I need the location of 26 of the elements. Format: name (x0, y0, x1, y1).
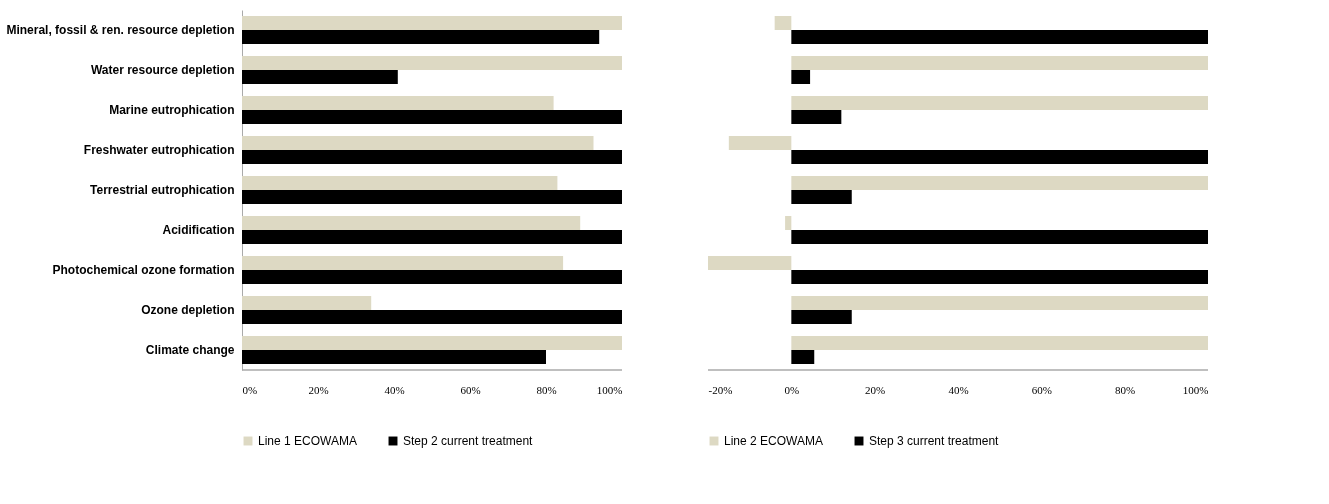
x-tick-label: 40% (948, 383, 969, 396)
x-tick-label: 0% (784, 383, 800, 396)
y-tick-label: Ozone depletion (141, 303, 235, 317)
x-tick-label: 40% (384, 383, 405, 396)
x-tick-label: 80% (536, 383, 557, 396)
x-tick-label: 60% (1031, 383, 1052, 396)
y-tick-label: Climate change (145, 343, 235, 357)
x-tick-label: 0% (242, 383, 258, 396)
x-tick-label: 20% (308, 383, 329, 396)
y-tick-label: Photochemical ozone formation (52, 263, 235, 277)
legend-label: Line 1 ECOWAMA (258, 434, 357, 448)
x-tick-label: 100% (596, 383, 623, 396)
y-tick-label: Marine eutrophication (109, 103, 235, 117)
y-tick-label: Terrestrial eutrophication (90, 183, 235, 197)
y-tick-label: Freshwater eutrophication (83, 143, 235, 157)
x-tick-label: 80% (1115, 383, 1136, 396)
legend-label: Step 3 current treatment (869, 434, 1000, 448)
x-tick-label: 100% (1182, 383, 1209, 396)
x-tick-label: 20% (865, 383, 886, 396)
y-tick-label: Mineral, fossil & ren. resource depletion (6, 23, 235, 37)
x-tick-label: -20% (708, 383, 733, 396)
legend-label: Line 2 ECOWAMA (724, 434, 823, 448)
x-tick-label: 60% (460, 383, 481, 396)
y-tick-label: Water resource depletion (90, 63, 235, 77)
y-tick-label: Acidification (162, 223, 235, 237)
legend-label: Step 2 current treatment (403, 434, 534, 448)
